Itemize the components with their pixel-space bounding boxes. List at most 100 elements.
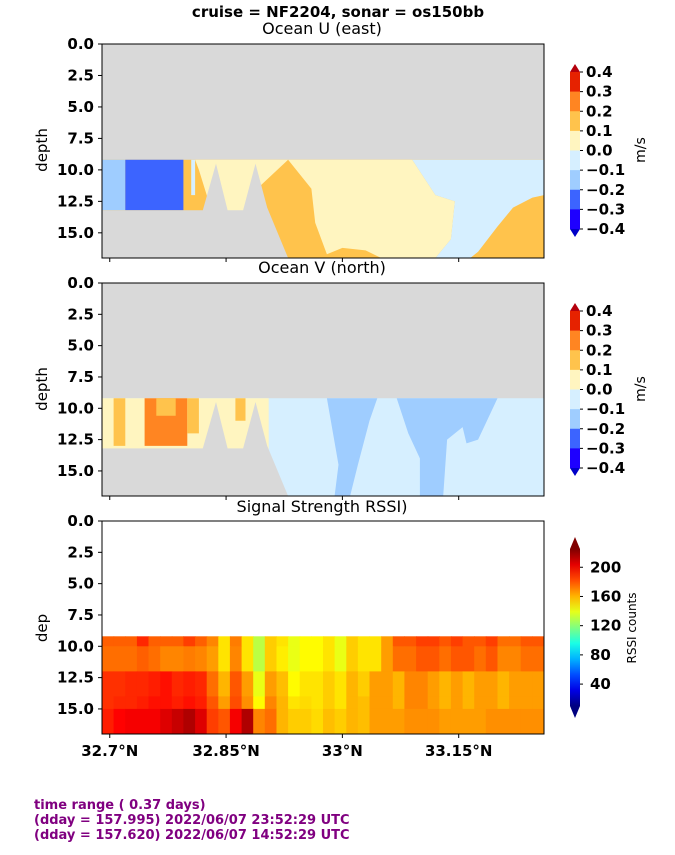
colorbar-segment	[570, 448, 580, 469]
rssi-cell	[160, 671, 173, 698]
rssi-cell	[206, 696, 219, 710]
rssi-cell	[323, 636, 336, 647]
velocity-contour	[102, 159, 126, 211]
rssi-cell	[520, 696, 533, 710]
rssi-cell	[381, 708, 394, 734]
rssi-cell	[369, 708, 382, 734]
rssi-cell	[416, 646, 429, 672]
colorbar-tick-label: 200	[590, 558, 621, 576]
rssi-cell	[462, 708, 475, 734]
rssi-cell	[136, 636, 150, 647]
rssi-cell	[381, 696, 394, 710]
rssi-cell	[206, 636, 219, 647]
rssi-cell	[323, 696, 336, 710]
rssi-cell	[311, 671, 324, 698]
rssi-cell	[474, 696, 487, 710]
x-tick-label: 33°N	[322, 742, 363, 760]
colorbar-tick-label: −0.3	[586, 439, 625, 457]
colorbar-segment	[570, 91, 580, 112]
y-tick-label: 7.5	[67, 606, 94, 624]
rssi-cell	[520, 636, 533, 647]
rssi-cell	[136, 708, 150, 734]
rssi-cell	[218, 671, 231, 698]
rssi-cell	[113, 636, 126, 647]
velocity-contour	[412, 159, 544, 258]
rssi-cell	[311, 636, 324, 647]
rssi-cell	[450, 646, 464, 672]
rssi-cell	[462, 671, 475, 698]
rssi-cell	[136, 671, 150, 698]
rssi-cell	[474, 708, 487, 734]
y-axis: 0.0 2.5 5.0 7.5 10.0 12.5 15.0	[57, 274, 102, 480]
rssi-cell	[276, 671, 289, 698]
rssi-cell	[497, 636, 510, 647]
rssi-cell	[323, 646, 336, 672]
colorbar-extend-max	[570, 303, 580, 311]
rssi-cell	[450, 696, 464, 710]
rssi-cell	[427, 646, 440, 672]
rssi-cell	[241, 671, 254, 698]
rssi-cell	[113, 671, 126, 698]
rssi-cell	[253, 708, 266, 734]
panel-title: Ocean V (north)	[258, 258, 386, 277]
rssi-cell	[183, 671, 196, 698]
rssi-cell	[299, 696, 312, 710]
rssi-cell	[485, 646, 498, 672]
y-tick-label: 5.0	[67, 98, 94, 116]
rssi-cell	[102, 646, 115, 672]
rssi-cell	[509, 696, 522, 710]
footer-line: (dday = 157.620) 2022/06/07 14:52:29 UTC	[34, 828, 350, 843]
rssi-cell	[439, 636, 452, 647]
colorbar: 200 160 120 80 40	[570, 537, 621, 718]
colorbar-tick-label: 0.0	[586, 381, 613, 399]
colorbar-tick-label: 120	[590, 617, 621, 635]
y-tick-label: 15.0	[57, 700, 94, 718]
rssi-cell	[404, 636, 417, 647]
rssi-cell	[532, 671, 544, 698]
time-range-footer: time range ( 0.37 days) (dday = 157.995)…	[34, 798, 350, 843]
rssi-cell	[532, 636, 544, 647]
rssi-cell	[404, 671, 417, 698]
y-tick-label: 5.0	[67, 337, 94, 355]
rssi-cell	[241, 636, 254, 647]
rssi-cell	[229, 646, 243, 672]
rssi-cell	[497, 708, 510, 734]
rssi-cell	[276, 696, 289, 710]
y-tick-label: 7.5	[67, 129, 94, 147]
rssi-cell	[485, 708, 498, 734]
plot-frame	[101, 520, 545, 735]
velocity-contour	[144, 398, 188, 446]
rssi-cell	[102, 696, 115, 710]
colorbar-segment	[570, 409, 580, 430]
colorbar-tick-label: −0.4	[586, 459, 625, 477]
rssi-cell	[264, 671, 277, 698]
rssi-cell	[416, 636, 429, 647]
rssi-cell	[125, 646, 138, 672]
rssi-cell	[160, 646, 173, 672]
rssi-cell	[171, 696, 184, 710]
colorbar-segment	[570, 369, 580, 390]
rssi-cell	[346, 671, 359, 698]
y-tick-label: 2.5	[67, 543, 94, 561]
colorbar: 0.4 0.30.2 0.1 0.0−0.1 −0.2−0.3 −0.4	[570, 302, 625, 477]
x-axis: 32.7°N 32.85°N 33°N 33.15°N	[81, 734, 492, 760]
colorbar-tick-label: 0.0	[586, 142, 613, 160]
rssi-cell	[288, 696, 301, 710]
rssi-cell	[346, 636, 359, 647]
y-tick-label: 10.0	[57, 161, 94, 179]
rssi-cell	[195, 696, 208, 710]
plot-area	[101, 43, 545, 259]
rssi-cell	[369, 636, 382, 647]
y-axis: 0.0 2.5 5.0 7.5 10.0 12.5 15.0	[57, 512, 102, 718]
rssi-cell	[334, 708, 347, 734]
rssi-cell	[183, 646, 196, 672]
rssi-cell	[160, 636, 173, 647]
rssi-cell	[288, 708, 301, 734]
bottom-mask	[102, 163, 289, 258]
rssi-cell	[229, 636, 243, 647]
rssi-cell	[241, 646, 254, 672]
rssi-cell	[311, 708, 324, 734]
rssi-cell	[439, 708, 452, 734]
rssi-cell	[136, 696, 150, 710]
rssi-cell	[171, 671, 184, 698]
